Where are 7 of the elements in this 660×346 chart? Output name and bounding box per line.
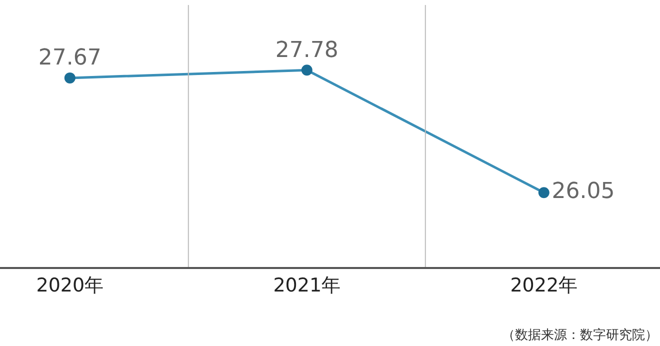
x-tick-label: 2022年 bbox=[510, 274, 578, 297]
data-label: 26.05 bbox=[552, 179, 615, 204]
x-tick-label: 2021年 bbox=[273, 274, 341, 297]
data-label: 27.78 bbox=[275, 38, 338, 63]
text: （数据来源：数字研究院） bbox=[502, 327, 658, 343]
data-label: 27.67 bbox=[38, 46, 102, 71]
x-tick-label: 2020年 bbox=[36, 274, 104, 297]
